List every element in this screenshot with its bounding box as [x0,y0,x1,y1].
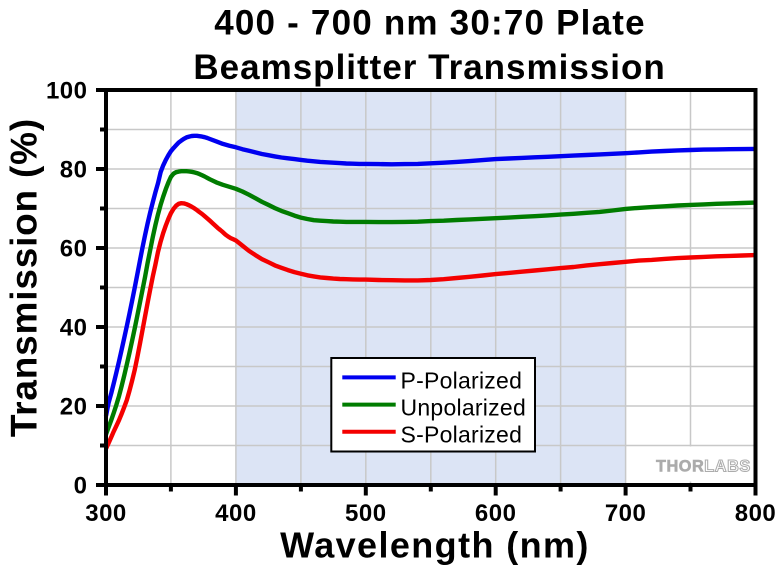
svg-text:P-Polarized: P-Polarized [401,367,523,393]
svg-text:800: 800 [735,500,777,527]
svg-text:20: 20 [60,393,88,420]
svg-text:LABS: LABS [704,458,751,476]
svg-text:Beamsplitter Transmission: Beamsplitter Transmission [193,48,665,87]
svg-text:500: 500 [345,500,387,527]
svg-text:400: 400 [215,500,257,527]
svg-text:700: 700 [605,500,647,527]
svg-text:400 - 700 nm 30:70 Plate: 400 - 700 nm 30:70 Plate [214,3,646,42]
svg-text:0: 0 [74,472,88,499]
svg-text:S-Polarized: S-Polarized [401,422,523,448]
svg-text:Transmission (%): Transmission (%) [4,118,45,437]
svg-text:Wavelength (nm): Wavelength (nm) [280,525,590,566]
svg-text:THOR: THOR [656,458,704,476]
svg-text:60: 60 [60,235,88,262]
svg-text:40: 40 [60,314,88,341]
svg-text:300: 300 [85,500,127,527]
svg-text:600: 600 [475,500,517,527]
svg-text:80: 80 [60,156,88,183]
svg-text:Unpolarized: Unpolarized [401,395,527,421]
svg-text:100: 100 [46,77,88,104]
